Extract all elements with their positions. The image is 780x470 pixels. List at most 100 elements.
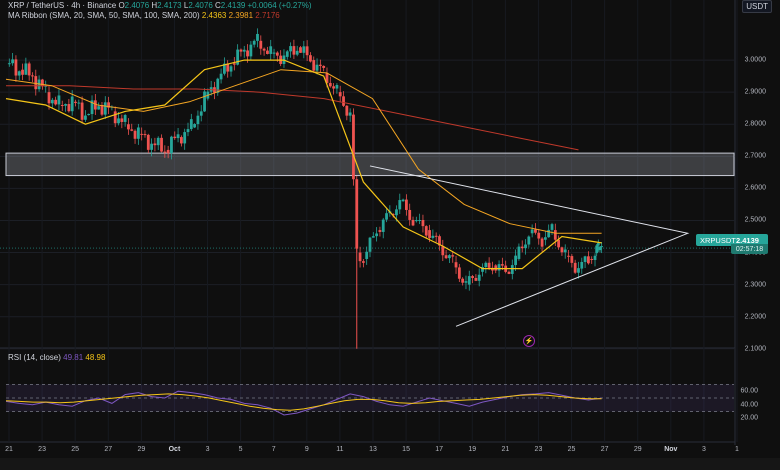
candle-body [598, 246, 602, 251]
candle-body [497, 264, 501, 271]
legend-ma-title[interactable]: MA Ribbon (SMA, 20, SMA, 50, SMA, 100, S… [8, 11, 200, 20]
price-tick-label: 2.6000 [744, 184, 766, 192]
date-tick-label: 5 [238, 446, 243, 453]
candle-body [143, 134, 147, 136]
alert-clock-icon[interactable]: ⚡ [523, 335, 535, 347]
candle-body [44, 85, 48, 87]
candle-body [428, 230, 431, 238]
candle-body [494, 265, 498, 271]
legend-low-label: L [183, 1, 189, 10]
candle-body [510, 265, 514, 274]
candle-body [424, 226, 428, 236]
candle-body [421, 220, 425, 227]
candle-body [342, 96, 345, 106]
candle-body [477, 274, 481, 281]
currency-badge[interactable]: USDT [742, 0, 772, 13]
candle-body [275, 52, 279, 56]
legend-symbol-line: XRP / TetherUS · 4h · Binance O2.4076 H2… [8, 1, 312, 11]
candle-body [70, 96, 74, 112]
candle-body [173, 136, 177, 139]
date-tick-label: 21 [5, 446, 13, 453]
price-tag-value: 2.4139 [736, 235, 759, 245]
candle-body [352, 114, 355, 180]
candle-body [444, 255, 448, 259]
candle-body [487, 262, 491, 268]
candle-body [133, 130, 137, 139]
candle-body [371, 236, 375, 238]
candle-body [216, 78, 220, 93]
legend-ma-line: MA Ribbon (SMA, 20, SMA, 50, SMA, 100, S… [8, 11, 280, 21]
date-tick-label: 21 [501, 446, 510, 453]
candle-body [150, 143, 153, 150]
candle-body [590, 258, 594, 260]
candle-body [398, 200, 402, 210]
rsi-tick-label: 40.00 [740, 401, 758, 409]
candle-body [7, 63, 11, 65]
candle-body [289, 46, 292, 52]
candle-body [391, 214, 395, 216]
legend-rsi-ma-value: 48.98 [85, 353, 106, 362]
candle-body [17, 71, 21, 76]
date-tick-label: 27 [104, 446, 113, 453]
candle-body [136, 127, 140, 139]
candle-body [467, 276, 471, 285]
candle-body [74, 101, 77, 103]
legend-rsi-line: RSI (14, close) 49.81 48.98 [8, 353, 105, 363]
date-tick-label: Nov [664, 446, 678, 453]
price-tick-label: 2.2000 [744, 313, 766, 321]
candle-body [365, 251, 369, 259]
candle-body [199, 111, 203, 116]
date-tick-label: 27 [600, 446, 609, 453]
candle-body [411, 219, 415, 226]
candle-body [567, 255, 570, 257]
legend-change: +0.0064 (+0.27%) [247, 1, 312, 10]
candle-body [27, 63, 31, 76]
candle-body [405, 199, 408, 210]
candle-body [107, 102, 110, 108]
candle-body [570, 256, 574, 263]
candle-body [160, 137, 163, 152]
date-tick-label: Oct [168, 446, 181, 453]
candle-body [302, 46, 306, 53]
candle-body [587, 256, 590, 264]
candle-body [500, 264, 504, 266]
candle-body [543, 237, 547, 240]
candle-body [189, 119, 193, 130]
date-tick-label: 3 [701, 446, 706, 453]
candle-body [524, 244, 527, 249]
candle-body [249, 44, 253, 57]
date-tick-label: 25 [567, 446, 576, 453]
resistance-zone [5, 152, 735, 177]
candle-body [474, 277, 478, 281]
candle-body [47, 92, 51, 104]
candle-body [127, 124, 130, 130]
candle-body [596, 243, 600, 246]
candle-body [514, 255, 517, 266]
candle-body [226, 63, 230, 72]
candle-body [358, 252, 362, 262]
legend-rsi-title[interactable]: RSI (14, close) [8, 353, 61, 362]
candle-body [77, 102, 81, 104]
price-tag: XRPUSDT 2.4139 [696, 234, 768, 246]
ma200-line [6, 85, 579, 151]
candle-body [186, 129, 190, 133]
date-tick-label: 17 [435, 446, 444, 453]
candle-body [14, 59, 18, 76]
candle-body [90, 100, 94, 115]
candle-body [64, 104, 67, 106]
candle-body [381, 219, 385, 232]
candle-body [219, 73, 223, 80]
candle-body [318, 64, 322, 66]
candle-body [100, 104, 104, 115]
date-tick-label: 23 [534, 446, 543, 453]
legend-symbol[interactable]: XRP / TetherUS · 4h · Binance [8, 1, 117, 10]
candle-body [322, 65, 326, 68]
candle-body [560, 247, 564, 253]
candle-body [553, 230, 557, 240]
candle-body [414, 220, 418, 222]
candle-body [454, 262, 458, 268]
date-tick-label: 1 [735, 446, 739, 453]
candle-body [140, 133, 144, 135]
